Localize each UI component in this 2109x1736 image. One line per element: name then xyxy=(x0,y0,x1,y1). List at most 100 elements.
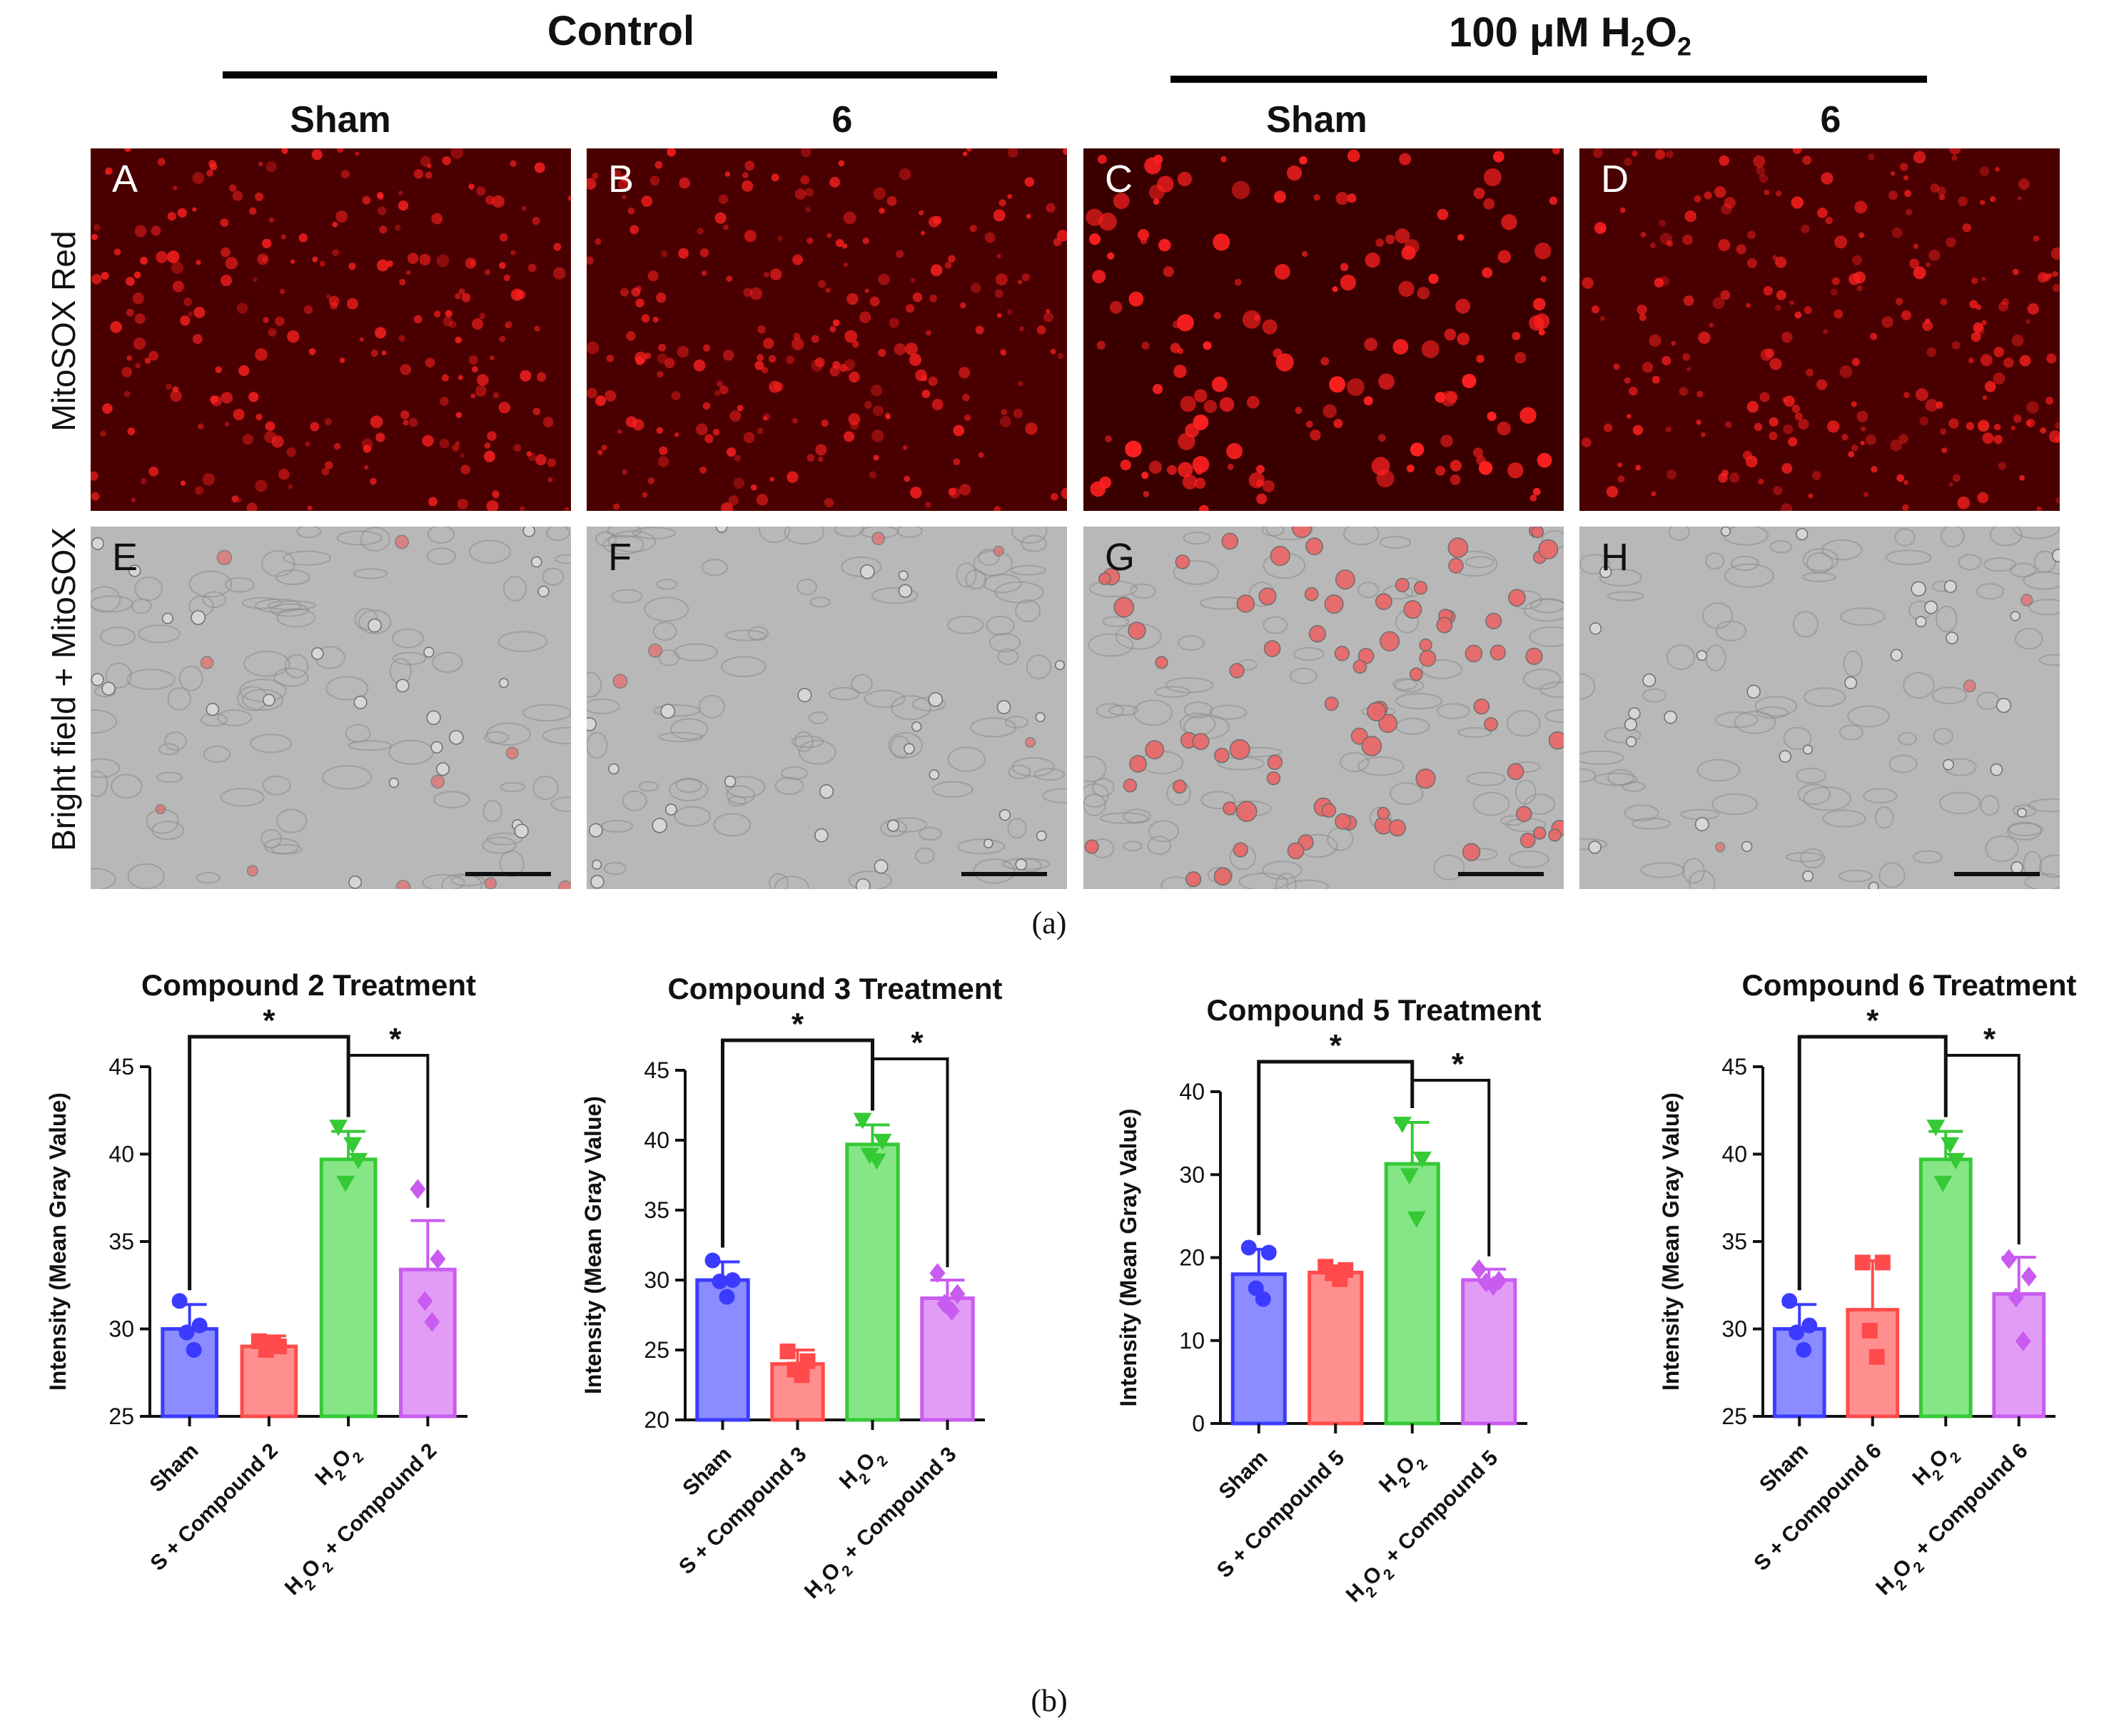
data-point-0-0 xyxy=(171,1293,188,1309)
significance-star-1: * xyxy=(389,1022,402,1057)
y-tick-label: 30 xyxy=(644,1267,669,1293)
data-point-2-3 xyxy=(1407,1211,1426,1228)
bar-0 xyxy=(161,1327,218,1418)
caption-b: (b) xyxy=(1031,1683,1068,1718)
y-tick-label: 35 xyxy=(1721,1229,1747,1254)
data-point-1-0 xyxy=(779,1343,796,1359)
x-tick-label-2: H2O2 xyxy=(310,1439,366,1495)
y-tick-label: 30 xyxy=(1179,1162,1205,1187)
significance-star-0: * xyxy=(1330,1028,1342,1063)
chart-title: Compound 5 Treatment xyxy=(1206,993,1541,1027)
chart-title: Compound 6 Treatment xyxy=(1741,968,2076,1002)
y-axis-label: Intensity (Mean Gray Value) xyxy=(45,1092,71,1391)
data-point-3-0 xyxy=(2001,1249,2017,1269)
y-tick-label: 25 xyxy=(644,1337,669,1363)
x-tick-label-0: Sham xyxy=(678,1443,736,1501)
column-header-6-control: 6 xyxy=(831,99,853,141)
data-point-2-3 xyxy=(867,1153,886,1170)
data-point-2-0 xyxy=(329,1120,348,1137)
bar-0 xyxy=(1772,1327,1826,1418)
data-point-0-2 xyxy=(178,1324,195,1341)
data-point-3-0 xyxy=(1471,1259,1487,1279)
x-tick-label-2: H2O2 xyxy=(1375,1446,1430,1502)
scale-bar xyxy=(1458,872,1544,876)
chart-compound-2: Compound 2 Treatment Intensity (Mean Gray… xyxy=(45,968,476,1600)
significance-star-0: * xyxy=(1866,1003,1879,1038)
y-tick-label: 25 xyxy=(108,1403,134,1429)
row-label-mitosox-red: MitoSOX Red xyxy=(45,230,82,432)
significance-bracket-0 xyxy=(1797,1035,1948,1291)
y-tick-label: 35 xyxy=(108,1229,134,1254)
bar-2 xyxy=(319,1157,378,1418)
group-header-control: Control xyxy=(547,8,695,54)
significance-bracket-0 xyxy=(188,1035,350,1291)
y-tick-label: 30 xyxy=(1721,1316,1747,1342)
data-point-1-3 xyxy=(794,1367,810,1384)
x-tick-label-1: S + Compound 6 xyxy=(1749,1439,1886,1575)
significance-star-1: * xyxy=(1452,1047,1465,1082)
data-point-3-3 xyxy=(424,1311,440,1332)
y-tick-label: 20 xyxy=(644,1407,669,1433)
data-point-0-1 xyxy=(1260,1244,1277,1261)
data-point-3-3 xyxy=(2015,1331,2031,1351)
x-tick-label-0: Sham xyxy=(1215,1446,1273,1504)
row-label-bright-field: Bright field + MitoSOX xyxy=(45,527,82,851)
data-point-0-3 xyxy=(1255,1291,1271,1307)
data-point-1-1 xyxy=(799,1353,816,1369)
micrograph-E: E xyxy=(91,527,571,889)
data-point-2-1 xyxy=(1412,1152,1432,1168)
y-tick-label: 45 xyxy=(108,1054,134,1080)
significance-bracket-1 xyxy=(1946,1054,2021,1245)
significance-star-0: * xyxy=(263,1003,275,1038)
data-point-0-3 xyxy=(719,1289,735,1305)
data-point-3-3 xyxy=(944,1301,960,1321)
data-point-2-3 xyxy=(1941,1137,1960,1154)
y-tick-label: 40 xyxy=(1721,1142,1747,1167)
y-tick-label: 30 xyxy=(108,1316,134,1342)
significance-bracket-1 xyxy=(1412,1079,1491,1257)
x-tick-label-1: S + Compound 3 xyxy=(674,1443,811,1579)
data-point-0-0 xyxy=(704,1252,721,1269)
data-point-0-0 xyxy=(1781,1293,1798,1309)
data-point-1-2 xyxy=(1861,1322,1878,1339)
data-point-3-1 xyxy=(949,1284,966,1304)
column-header-sham-h2o2: Sham xyxy=(1266,99,1367,141)
data-point-0-3 xyxy=(1796,1341,1812,1358)
data-point-3-1 xyxy=(430,1249,446,1269)
data-point-0-3 xyxy=(186,1341,202,1358)
group-rule-control xyxy=(223,71,997,78)
y-axis-label: Intensity (Mean Gray Value) xyxy=(580,1096,606,1394)
micrograph-D: D xyxy=(1579,148,2060,511)
data-point-3-3 xyxy=(1485,1276,1502,1296)
micrograph-A: A xyxy=(91,148,571,511)
data-point-0-2 xyxy=(1789,1324,1805,1341)
caption-a: (a) xyxy=(1031,905,1067,940)
x-tick-label-2: H2O2 xyxy=(835,1443,891,1498)
y-tick-label: 35 xyxy=(644,1197,669,1223)
data-point-1-3 xyxy=(1868,1349,1885,1365)
x-tick-label-3: H2O2 + Compound 6 xyxy=(1871,1439,2037,1605)
y-tick-label: 40 xyxy=(644,1127,669,1153)
micrograph-B: B xyxy=(587,148,1067,511)
data-point-2-0 xyxy=(1926,1120,1946,1137)
micrograph-H: H xyxy=(1579,527,2060,889)
data-point-3-0 xyxy=(929,1263,946,1284)
data-point-2-2 xyxy=(1933,1175,1953,1192)
data-point-0-2 xyxy=(712,1273,728,1289)
x-tick-label-2: H2O2 xyxy=(1908,1439,1964,1495)
data-point-3-2 xyxy=(417,1291,433,1311)
significance-star-1: * xyxy=(911,1025,924,1060)
y-tick-label: 40 xyxy=(1179,1079,1205,1105)
chart-compound-6: Compound 6 Treatment Intensity (Mean Gray… xyxy=(1658,968,2077,1605)
data-point-2-2 xyxy=(336,1175,355,1192)
data-point-2-0 xyxy=(1392,1117,1412,1134)
chart-compound-3: Compound 3 Treatment Intensity (Mean Gray… xyxy=(580,972,1003,1603)
significance-bracket-0 xyxy=(721,1038,874,1248)
significance-star-1: * xyxy=(1983,1022,1996,1057)
significance-star-0: * xyxy=(791,1007,804,1042)
bar-2 xyxy=(845,1142,900,1422)
y-tick-label: 40 xyxy=(108,1142,134,1167)
scale-bar xyxy=(465,872,551,876)
scale-bar xyxy=(1954,872,2040,876)
